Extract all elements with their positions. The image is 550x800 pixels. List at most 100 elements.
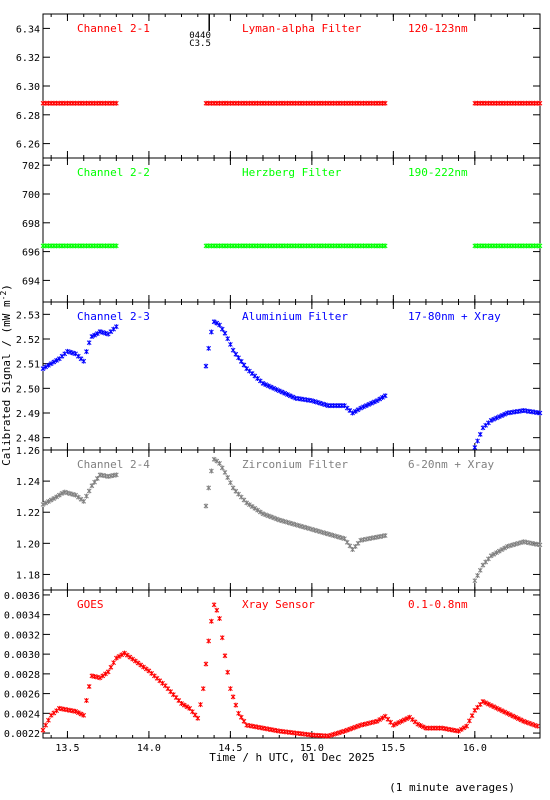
data-point — [532, 722, 537, 728]
data-point — [219, 326, 225, 332]
data-point — [230, 347, 236, 353]
y-tick-label: 0.0024 — [4, 709, 40, 720]
data-point — [222, 469, 228, 475]
filter-label: Xray Sensor — [242, 598, 315, 611]
data-point — [113, 100, 119, 106]
y-tick-label: 0.0026 — [4, 690, 40, 701]
data-point — [225, 336, 231, 342]
data-point — [347, 726, 353, 732]
data-point — [374, 718, 380, 724]
data-point — [344, 727, 350, 733]
data-point — [260, 380, 266, 386]
data-point — [410, 717, 415, 723]
data-point — [222, 330, 228, 336]
data-point — [233, 351, 239, 357]
data-point — [257, 509, 263, 515]
data-point — [404, 716, 410, 722]
data-point — [228, 341, 233, 347]
data-point — [377, 717, 383, 723]
data-point — [314, 528, 320, 534]
data-point — [496, 548, 502, 554]
y-tick-label: 0.0028 — [4, 670, 40, 681]
data-point — [396, 720, 402, 726]
data-point — [73, 708, 78, 714]
data-point — [84, 698, 89, 704]
data-point — [342, 536, 347, 542]
series — [40, 602, 540, 739]
data-point — [228, 480, 233, 486]
data-point — [290, 394, 296, 400]
panel-frame — [42, 301, 541, 451]
x-tick-label: 16.0 — [463, 743, 487, 754]
data-point — [331, 731, 336, 737]
data-point — [43, 500, 49, 506]
data-point — [491, 416, 497, 422]
data-point — [203, 661, 209, 667]
data-point — [287, 393, 293, 399]
y-tick-label: 2.50 — [16, 384, 40, 395]
data-point — [333, 731, 339, 737]
footnote: (1 minute averages) — [389, 781, 515, 794]
data-point — [81, 358, 87, 364]
data-point — [458, 726, 464, 732]
data-point — [200, 686, 206, 692]
data-point — [241, 718, 247, 724]
data-point — [496, 414, 502, 420]
y-tick-label: 2.48 — [16, 434, 40, 445]
data-point — [40, 501, 46, 507]
data-point — [94, 476, 100, 482]
data-point — [502, 545, 508, 551]
data-point — [86, 488, 92, 494]
data-point — [84, 493, 89, 499]
data-point — [515, 716, 521, 722]
data-point — [491, 551, 497, 557]
data-point — [143, 666, 149, 672]
data-point — [344, 539, 350, 545]
data-point — [48, 712, 54, 718]
filter-label: Lyman-alpha Filter — [242, 22, 362, 35]
data-point — [412, 719, 418, 725]
data-point — [382, 393, 388, 399]
data-point — [510, 713, 516, 719]
data-point — [268, 514, 274, 520]
data-point — [339, 729, 345, 735]
data-point — [241, 362, 247, 368]
series — [40, 456, 543, 584]
x-tick-label: 14.0 — [137, 743, 161, 754]
data-point — [380, 715, 385, 721]
data-point — [214, 607, 220, 613]
data-point — [51, 359, 57, 365]
data-point — [100, 329, 106, 335]
data-point — [65, 348, 70, 354]
data-point — [317, 400, 323, 406]
data-point — [371, 399, 377, 405]
band-label: 190-222nm — [408, 166, 468, 179]
data-point — [323, 402, 328, 408]
panel-1: 6.26 6.28 6.30 6.32 6.34 Channel 2-1 Lyman-alp… — [16, 13, 543, 159]
y-tick-label: 1.24 — [16, 477, 40, 488]
data-point — [456, 728, 461, 734]
series — [40, 319, 543, 451]
data-point — [219, 635, 225, 641]
y-tick-label: 1.20 — [16, 539, 40, 550]
y-tick-label: 694 — [22, 276, 40, 287]
y-tick-label: 0.0030 — [4, 650, 40, 661]
data-point — [314, 399, 320, 405]
data-point — [127, 654, 133, 660]
data-point — [464, 723, 470, 729]
data-point — [116, 653, 122, 659]
data-point — [43, 722, 49, 728]
data-point — [293, 522, 298, 528]
data-point — [236, 710, 241, 716]
data-point — [54, 357, 59, 363]
data-point — [75, 494, 81, 500]
data-point — [279, 518, 285, 524]
data-point — [247, 502, 252, 508]
data-point — [211, 602, 217, 608]
data-point — [113, 243, 119, 249]
data-point — [211, 456, 217, 462]
data-point — [494, 705, 499, 711]
data-point — [333, 533, 339, 539]
panel-frame — [42, 449, 541, 591]
